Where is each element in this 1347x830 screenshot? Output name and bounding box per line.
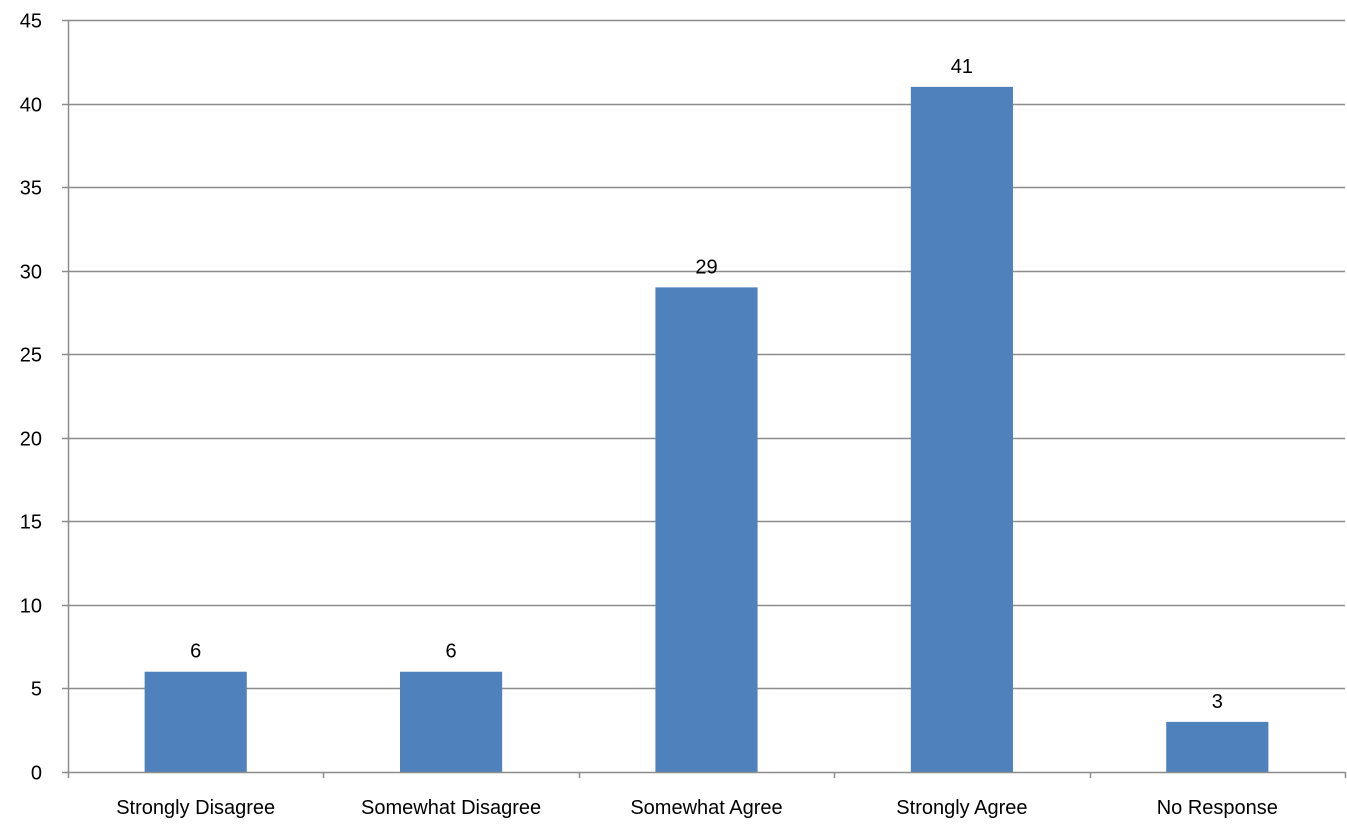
bar-no-response xyxy=(1166,721,1269,772)
x-category-label: Somewhat Disagree xyxy=(361,797,541,819)
data-label: 3 xyxy=(1212,691,1223,713)
data-label: 6 xyxy=(446,641,457,663)
axes xyxy=(62,19,1347,778)
x-category-label: Somewhat Agree xyxy=(630,797,782,819)
y-tick-label: 0 xyxy=(31,763,42,785)
y-tick-label: 30 xyxy=(20,262,42,284)
bar-somewhat-disagree xyxy=(400,671,503,772)
bar-strongly-agree xyxy=(910,86,1013,773)
x-category-label: Strongly Agree xyxy=(896,797,1027,819)
bars xyxy=(144,86,1269,773)
data-label: 41 xyxy=(951,56,973,78)
data-label: 6 xyxy=(190,641,201,663)
y-tick-label: 25 xyxy=(20,345,42,367)
labels: 0 5 10 15 20 25 30 35 40 45 6 Strongly Disagree 6 Som… xyxy=(20,11,1278,820)
y-tick-label: 20 xyxy=(20,429,42,451)
y-tick-label: 40 xyxy=(20,95,42,117)
y-tick-label: 15 xyxy=(20,512,42,534)
bar-somewhat-agree xyxy=(655,287,758,772)
x-category-label: No Response xyxy=(1157,797,1278,819)
y-tick-label: 45 xyxy=(20,11,42,33)
data-label: 29 xyxy=(695,256,717,278)
y-tick-label: 10 xyxy=(20,596,42,618)
y-tick-label: 35 xyxy=(20,178,42,200)
bar-strongly-disagree xyxy=(144,671,247,772)
x-category-label: Strongly Disagree xyxy=(116,797,275,819)
y-tick-label: 5 xyxy=(31,679,42,701)
